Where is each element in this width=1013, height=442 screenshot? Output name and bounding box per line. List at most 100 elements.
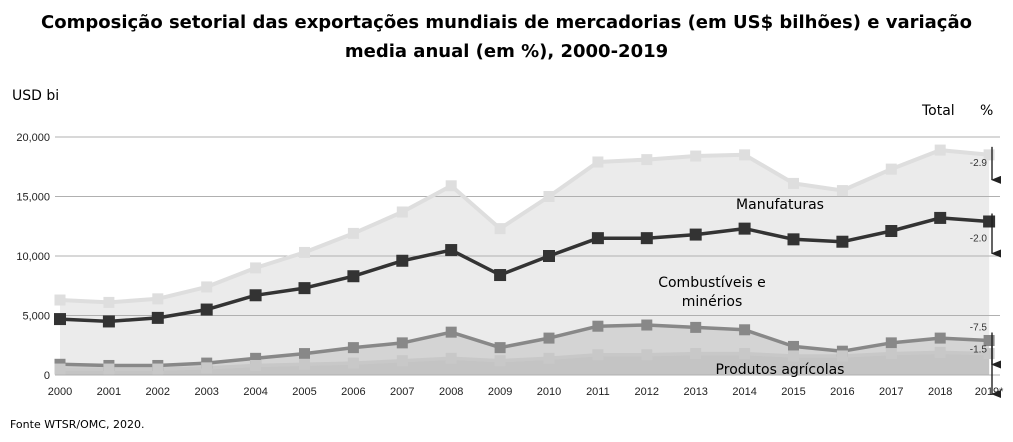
marker-manufaturas xyxy=(249,289,262,302)
marker-total xyxy=(641,154,653,166)
marker-combustiveis-e-minerios xyxy=(543,332,555,344)
marker-total xyxy=(885,163,897,175)
marker-manufaturas xyxy=(689,228,702,241)
marker-manufaturas xyxy=(102,315,115,328)
variation-label-total: -2.9 xyxy=(970,158,988,169)
marker-total xyxy=(983,149,995,161)
y-tick-label: 10,000 xyxy=(16,251,50,263)
x-tick-label: 2004 xyxy=(243,386,267,398)
line-combustiveis-e-minerios xyxy=(59,323,990,368)
x-tick-label: 2016 xyxy=(830,386,854,398)
x-tick-label: 2005 xyxy=(292,386,316,398)
y-tick-label: 0 xyxy=(44,370,50,382)
percent-column-header: % xyxy=(980,103,994,119)
marker-combustiveis-e-minerios xyxy=(934,332,946,344)
marker-total xyxy=(396,206,408,218)
x-tick-label: 2013 xyxy=(683,386,707,398)
chart-title-line-1: Composição setorial das exportações mund… xyxy=(41,12,972,33)
marker-manufaturas xyxy=(151,311,164,324)
marker-combustiveis-e-minerios xyxy=(739,324,751,336)
variation-label-combustiveis-e-minerios: -7.5 xyxy=(970,322,988,333)
marker-total xyxy=(347,227,359,239)
x-tick-label: 2019* xyxy=(975,386,1004,398)
marker-produtos-agricolas xyxy=(250,359,262,371)
marker-combustiveis-e-minerios xyxy=(396,337,408,349)
marker-produtos-agricolas xyxy=(54,363,66,375)
marker-produtos-agricolas xyxy=(103,363,115,375)
marker-total xyxy=(250,262,262,274)
annotation-combustiveis-line-1: Combustíveis e xyxy=(658,275,766,291)
marker-manufaturas xyxy=(396,254,409,267)
marker-combustiveis-e-minerios xyxy=(250,352,262,364)
marker-combustiveis-e-minerios xyxy=(299,348,310,360)
marker-produtos-agricolas xyxy=(592,349,604,361)
marker-total xyxy=(494,223,506,235)
marker-produtos-agricolas xyxy=(836,350,848,362)
marker-manufaturas xyxy=(445,244,458,257)
variation-label-produtos-agricolas: -1.5 xyxy=(970,345,988,356)
x-tick-label: 2006 xyxy=(341,386,365,398)
variation-arrows: -2.9 -2.0 -7.5 -1.5 xyxy=(970,146,1001,398)
total-column-header: Total xyxy=(922,103,955,119)
x-tick-label: 2011 xyxy=(586,386,610,398)
marker-produtos-agricolas xyxy=(641,349,653,361)
marker-total xyxy=(54,294,66,306)
marker-produtos-agricolas xyxy=(690,348,702,360)
marker-total xyxy=(836,185,848,197)
marker-manufaturas xyxy=(640,232,653,245)
marker-total xyxy=(788,177,799,189)
marker-produtos-agricolas xyxy=(543,352,555,364)
x-tick-label: 2008 xyxy=(439,386,463,398)
marker-total xyxy=(739,149,751,161)
y-axis-ticks: 0 5,000 10,000 15,000 20,000 xyxy=(16,132,50,382)
marker-combustiveis-e-minerios xyxy=(445,326,457,338)
line-manufaturas xyxy=(59,216,990,324)
marker-manufaturas xyxy=(54,313,66,326)
x-tick-label: 2012 xyxy=(635,386,659,398)
marker-combustiveis-e-minerios xyxy=(690,321,702,333)
marker-combustiveis-e-minerios xyxy=(641,319,653,331)
marker-manufaturas xyxy=(983,215,996,228)
line-produtos-agricolas xyxy=(60,350,990,371)
marker-produtos-agricolas xyxy=(739,348,751,360)
marker-total xyxy=(934,144,946,156)
marker-manufaturas xyxy=(934,211,947,224)
x-tick-label: 2000 xyxy=(48,386,72,398)
x-tick-label: 2018 xyxy=(928,386,952,398)
marker-manufaturas xyxy=(836,235,849,248)
marker-combustiveis-e-minerios xyxy=(494,342,506,354)
marker-produtos-agricolas xyxy=(934,346,946,358)
marker-produtos-agricolas xyxy=(347,357,359,369)
marker-produtos-agricolas xyxy=(299,358,310,370)
line-total xyxy=(59,148,990,305)
annotation-produtos-agricolas: Produtos agrícolas xyxy=(716,362,845,378)
marker-total xyxy=(690,150,702,162)
y-tick-label: 5,000 xyxy=(22,311,50,323)
x-tick-label: 2009 xyxy=(488,386,512,398)
marker-produtos-agricolas xyxy=(983,348,995,360)
x-tick-label: 2010 xyxy=(537,386,561,398)
series-annotations: Manufaturas Combustíveis e minérios Produto… xyxy=(658,197,844,378)
marker-combustiveis-e-minerios xyxy=(885,337,897,349)
marker-total xyxy=(299,246,310,258)
marker-combustiveis-e-minerios xyxy=(347,342,359,354)
chart-title-line-2: media anual (em %), 2000-2019 xyxy=(344,41,669,62)
annotation-manufaturas: Manufaturas xyxy=(736,197,824,213)
marker-total xyxy=(201,281,213,293)
marker-produtos-agricolas xyxy=(152,363,164,375)
marker-manufaturas xyxy=(787,233,800,246)
marker-manufaturas xyxy=(298,282,311,295)
source-note: Fonte WTSR/OMC, 2020. xyxy=(10,418,145,431)
marker-produtos-agricolas xyxy=(885,348,897,360)
marker-produtos-agricolas xyxy=(788,350,799,362)
x-tick-label: 2002 xyxy=(146,386,170,398)
y-tick-label: 20,000 xyxy=(16,132,50,144)
annotation-combustiveis-line-2: minérios xyxy=(682,294,743,310)
marker-total xyxy=(543,191,555,202)
x-tick-label: 2001 xyxy=(97,386,121,398)
marker-produtos-agricolas xyxy=(201,362,213,374)
y-axis-unit-label: USD bi xyxy=(12,88,60,104)
marker-total xyxy=(592,156,604,168)
variation-label-manufaturas: -2.0 xyxy=(970,233,988,244)
